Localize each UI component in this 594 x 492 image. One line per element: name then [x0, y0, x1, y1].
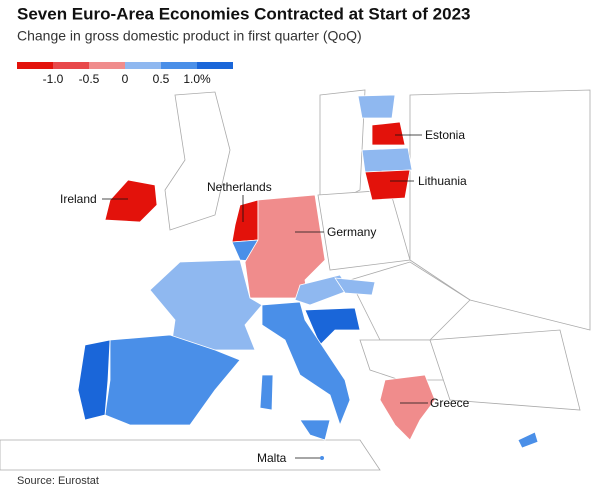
source: Source: Eurostat: [17, 475, 99, 487]
legend-label: -1.0: [43, 72, 64, 86]
greece: [379, 374, 436, 441]
sardinia: [259, 374, 274, 411]
cyprus: [517, 431, 539, 449]
slovakia: [334, 277, 376, 296]
legend-swatch: [89, 62, 125, 69]
spain: [104, 334, 241, 426]
country-label: Lithuania: [418, 174, 467, 188]
country-label: Ireland: [60, 192, 97, 206]
country-label: Estonia: [425, 128, 465, 142]
legend-label: 0: [122, 72, 129, 86]
ireland: [104, 179, 158, 223]
country-label: Greece: [430, 396, 470, 410]
uk: [164, 91, 231, 231]
finland: [357, 94, 396, 119]
italy: [261, 301, 351, 427]
sicily: [299, 419, 331, 441]
country-label: Malta: [257, 451, 287, 465]
austria: [294, 274, 351, 306]
netherlands: [231, 199, 259, 243]
country-label: Germany: [327, 225, 376, 239]
france: [149, 259, 263, 356]
latvia: [361, 147, 413, 173]
sweden: [319, 89, 366, 201]
turkey: [429, 329, 581, 411]
legend-label: -0.5: [79, 72, 100, 86]
legend: -1.0 -0.5 0 0.5 1.0%: [17, 62, 233, 86]
legend-swatch: [161, 62, 197, 69]
legend-label: 1.0%: [183, 72, 211, 86]
subtitle: Change in gross domestic product in firs…: [17, 28, 362, 44]
legend-swatch: [197, 62, 233, 69]
legend-label: 0.5: [153, 72, 170, 86]
malta-dot: [320, 456, 324, 460]
map: Estonia Lithuania Ireland Netherlands Ge…: [0, 89, 591, 471]
country-label: Netherlands: [207, 180, 272, 194]
africa: [0, 439, 381, 471]
legend-swatch: [53, 62, 89, 69]
lithuania: [364, 169, 411, 201]
legend-swatch: [125, 62, 161, 69]
estonia: [371, 121, 406, 146]
legend-swatch: [17, 62, 53, 69]
portugal: [77, 339, 111, 421]
title: Seven Euro-Area Economies Contracted at …: [17, 4, 470, 23]
